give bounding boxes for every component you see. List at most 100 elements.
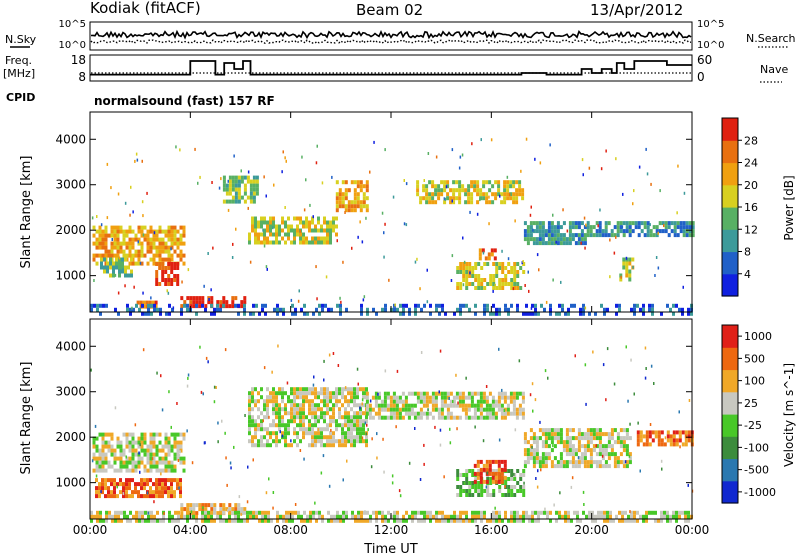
echo-cell xyxy=(104,225,108,230)
echo-cell xyxy=(384,518,387,523)
echo-cell xyxy=(137,253,141,258)
echo-cell xyxy=(456,514,459,519)
echo-cell xyxy=(275,403,278,408)
echo-cell xyxy=(646,233,650,238)
echo-cell xyxy=(92,233,96,238)
echo-cell xyxy=(299,232,302,237)
echo-cell xyxy=(657,430,661,435)
echo-cell xyxy=(155,432,159,437)
echo-cell xyxy=(179,460,183,465)
echo-cell xyxy=(101,482,104,487)
echo-cell xyxy=(444,518,447,523)
echo-cell xyxy=(513,274,517,278)
echo-cell xyxy=(128,494,131,499)
echo-cell xyxy=(660,518,663,523)
echo-cell xyxy=(589,229,593,234)
echo-cell xyxy=(544,444,548,449)
x-tick-label: 20:00 xyxy=(574,523,609,537)
echo-cell xyxy=(176,274,180,278)
echo-cell xyxy=(486,518,489,523)
echo-cell xyxy=(583,241,587,246)
echo-cell xyxy=(122,241,126,246)
echo-cell xyxy=(405,518,408,523)
echo-cell xyxy=(465,469,469,473)
echo-cell xyxy=(149,452,153,457)
echo-speckle xyxy=(452,400,454,403)
echo-cell xyxy=(378,510,381,515)
echo-cell xyxy=(261,510,264,515)
echo-cell xyxy=(392,403,396,408)
echo-cell xyxy=(240,195,244,200)
echo-cell xyxy=(285,510,288,515)
echo-cell xyxy=(639,434,643,439)
echo-speckle xyxy=(200,390,203,394)
echo-cell xyxy=(642,518,645,523)
echo-speckle xyxy=(286,381,289,385)
echo-cell xyxy=(156,518,159,523)
echo-cell xyxy=(143,432,147,437)
echo-cell xyxy=(141,518,144,523)
echo-cell xyxy=(115,265,118,270)
echo-cell xyxy=(122,432,126,437)
echo-cell xyxy=(615,303,618,308)
echo-cell xyxy=(586,233,590,238)
echo-cell xyxy=(523,460,527,465)
echo-cell xyxy=(284,224,287,229)
echo-cell xyxy=(589,460,593,465)
echo-cell xyxy=(299,387,302,392)
echo-cell xyxy=(441,510,444,515)
echo-cell xyxy=(589,233,593,238)
echo-speckle xyxy=(317,428,320,432)
echo-cell xyxy=(440,192,444,197)
echo-cell xyxy=(622,229,626,234)
echo-cell xyxy=(243,187,247,192)
echo-cell xyxy=(303,518,306,523)
echo-cell xyxy=(167,444,171,449)
echo-cell xyxy=(350,415,353,420)
echo-cell xyxy=(344,419,347,424)
echo-cell xyxy=(323,228,326,233)
echo-cell xyxy=(449,188,453,193)
echo-cell xyxy=(119,464,123,469)
echo-cell xyxy=(465,473,469,477)
echo-cell xyxy=(320,431,323,436)
echo-cell xyxy=(234,187,238,192)
echo-cell xyxy=(471,282,475,286)
echo-cell xyxy=(395,415,399,420)
echo-cell xyxy=(522,485,526,489)
echo-cell xyxy=(571,225,575,230)
echo-speckle xyxy=(657,266,660,270)
echo-cell xyxy=(535,436,539,441)
echo-cell xyxy=(231,199,235,204)
echo-cell xyxy=(556,464,560,469)
echo-cell xyxy=(491,395,495,400)
echo-cell xyxy=(149,486,152,491)
y-tick-label: 4000 xyxy=(55,339,86,353)
echo-cell xyxy=(110,229,114,234)
echo-cell xyxy=(586,229,590,234)
echo-cell xyxy=(633,303,636,308)
echo-cell xyxy=(565,428,569,433)
echo-cell xyxy=(431,395,435,400)
echo-cell xyxy=(99,311,102,316)
echo-speckle xyxy=(247,465,249,469)
echo-cell xyxy=(171,307,174,312)
echo-cell xyxy=(293,216,296,221)
echo-cell xyxy=(176,241,180,246)
echo-speckle xyxy=(205,356,208,360)
echo-cell xyxy=(431,180,435,185)
echo-cell xyxy=(308,403,311,408)
echo-speckle xyxy=(624,460,627,464)
echo-cell xyxy=(116,233,120,238)
echo-cell xyxy=(474,286,478,290)
echo-cell xyxy=(213,510,216,515)
echo-cell xyxy=(473,471,477,476)
echo-cell xyxy=(359,180,363,185)
echo-cell xyxy=(598,444,602,449)
echo-cell xyxy=(332,395,335,400)
echo-cell xyxy=(222,175,226,180)
echo-cell xyxy=(231,304,235,309)
echo-cell xyxy=(555,518,558,523)
echo-cell xyxy=(152,261,156,266)
echo-cell xyxy=(443,415,447,420)
